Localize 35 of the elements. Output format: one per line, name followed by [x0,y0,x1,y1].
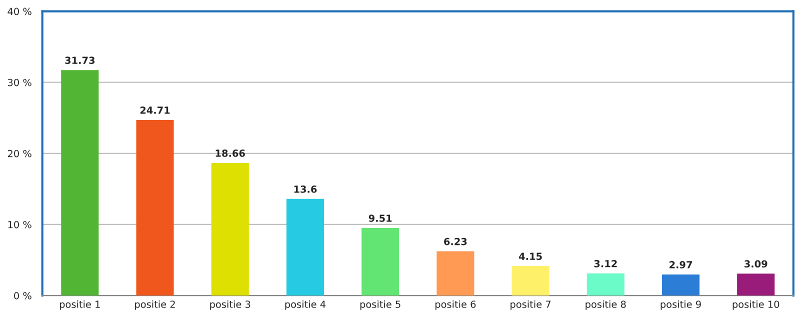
y-tick-label: 40 % [8,8,32,16]
data-label: 24.71 [140,106,170,114]
data-label: 31.73 [65,56,95,64]
y-tick-label: 10 % [8,220,32,228]
x-tick-label: positie 10 [732,300,780,310]
data-label: 3.12 [594,260,617,268]
x-tick-label: positie 6 [435,300,476,310]
bar [737,274,775,296]
x-tick-label: positie 1 [60,300,100,310]
x-tick-label: positie 7 [510,300,551,310]
bar [362,228,400,296]
data-label: 18.66 [216,150,245,157]
bar [662,274,700,296]
bar [211,162,249,296]
data-label: 2.97 [670,261,692,268]
data-label: 6.23 [444,238,467,246]
x-tick-label: positie 8 [586,300,626,310]
data-label: 4.15 [518,252,542,260]
bar [286,198,324,296]
y-tick-label: 0 % [14,292,32,300]
x-tick-label: positie 5 [360,300,400,310]
data-label: 13.6 [294,186,317,193]
data-label: 3.09 [744,260,768,268]
bar [586,273,624,296]
data-label: 9.51 [368,214,392,222]
x-tick-label: positie 4 [285,300,326,310]
y-tick-label: 20 % [8,150,32,158]
bar [136,120,174,296]
y-tick-label: 30 % [8,78,32,86]
bar [512,266,550,296]
bar [436,251,474,296]
x-tick-label: positie 9 [660,300,701,310]
x-tick-label: positie 3 [210,300,250,310]
x-tick-label: positie 2 [135,300,175,310]
bar [61,70,99,296]
